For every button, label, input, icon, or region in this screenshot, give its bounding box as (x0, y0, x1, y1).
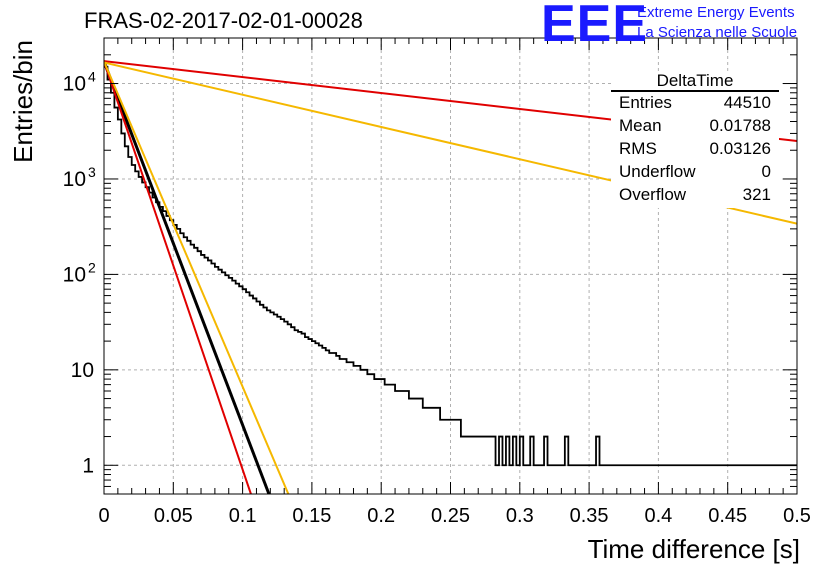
y-tick-exponent: 2 (88, 259, 96, 275)
x-tick-label: 0.5 (783, 505, 811, 527)
fit-line-3 (104, 61, 290, 494)
stats-key: Overflow (619, 185, 687, 204)
stats-divider (611, 90, 779, 92)
fit-line-2 (104, 61, 252, 494)
x-tick-label: 0.2 (367, 505, 395, 527)
y-axis-title: Entries/bin (8, 40, 38, 163)
y-tick-label: 10 (71, 359, 94, 382)
x-tick-label: 0.35 (570, 505, 609, 527)
stats-row-underflow: Underflow 0 (619, 162, 771, 184)
x-tick-label: 0.15 (292, 505, 331, 527)
stats-row-rms: RMS 0.03126 (619, 139, 771, 161)
y-tick-exponent: 3 (88, 164, 96, 180)
x-tick-label: 0.45 (708, 505, 747, 527)
x-tick-label: 0.3 (506, 505, 534, 527)
fit-line-1 (104, 61, 271, 494)
stats-key: Underflow (619, 162, 696, 181)
stats-row-entries: Entries 44510 (619, 93, 771, 115)
histogram-series (104, 65, 797, 467)
x-tick-label: 0.1 (229, 505, 257, 527)
stats-value: 0.03126 (709, 139, 771, 158)
y-tick-exponent: 4 (88, 69, 96, 85)
logo-line-1: Extreme Energy Events (637, 4, 795, 21)
stats-key: Mean (619, 116, 662, 135)
stats-key: RMS (619, 139, 657, 158)
eee-logo: EEE (541, 0, 649, 53)
y-tick-label: 10 (63, 168, 86, 191)
stats-row-overflow: Overflow 321 (619, 185, 771, 207)
x-tick-label: 0.05 (154, 505, 193, 527)
x-tick-label: 0.25 (431, 505, 470, 527)
y-tick-label: 10 (63, 263, 86, 286)
x-tick-label: 0.4 (644, 505, 672, 527)
stats-row-mean: Mean 0.01788 (619, 116, 771, 138)
stats-title: DeltaTime (656, 71, 734, 90)
stats-value: 0 (761, 162, 771, 181)
stats-value: 0.01788 (709, 116, 771, 135)
logo-line-2: La Scienza nelle Scuole (637, 24, 798, 41)
x-tick-label: 0 (98, 505, 109, 527)
y-tick-label: 1 (82, 454, 94, 477)
page-title: FRAS-02-2017-02-01-00028 (84, 8, 363, 33)
stats-key: Entries (619, 93, 672, 112)
y-tick-label: 10 (63, 73, 86, 96)
stats-value: 321 (742, 185, 771, 204)
stats-value: 44510 (723, 93, 771, 112)
x-axis-title: Time difference [s] (588, 534, 800, 564)
stats-box: DeltaTime Entries 44510 Mean 0.01788 RMS… (611, 71, 779, 208)
